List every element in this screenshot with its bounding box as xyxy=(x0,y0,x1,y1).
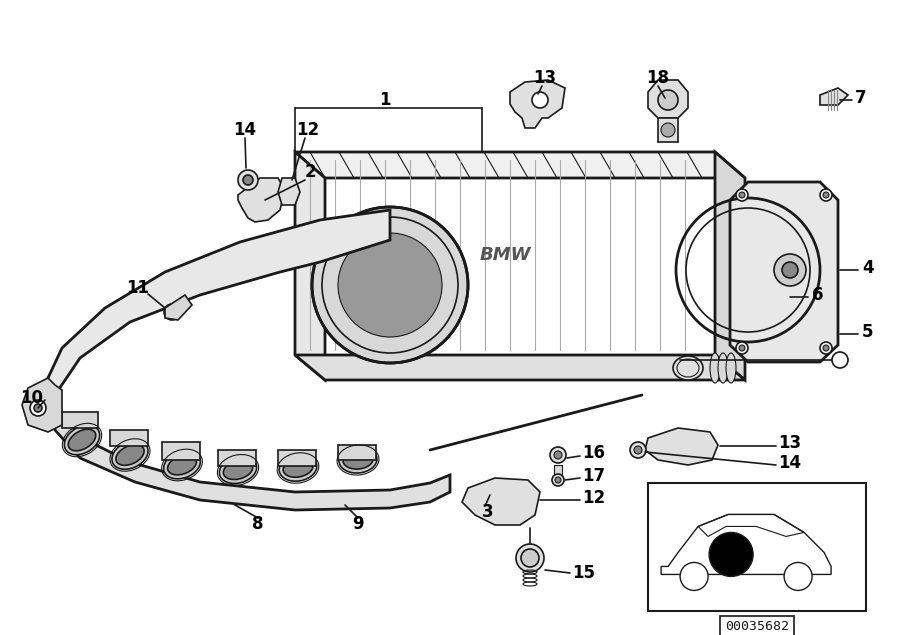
Polygon shape xyxy=(278,178,300,205)
Text: 15: 15 xyxy=(572,564,595,582)
Polygon shape xyxy=(554,465,562,480)
Text: 6: 6 xyxy=(812,286,824,304)
Circle shape xyxy=(736,342,748,354)
Text: 7: 7 xyxy=(855,89,867,107)
Polygon shape xyxy=(22,378,62,432)
Circle shape xyxy=(784,563,812,591)
Circle shape xyxy=(30,400,46,416)
Polygon shape xyxy=(238,178,285,222)
Polygon shape xyxy=(295,152,745,178)
Circle shape xyxy=(661,123,675,137)
Circle shape xyxy=(552,474,564,486)
Polygon shape xyxy=(820,88,848,105)
Text: 12: 12 xyxy=(296,121,320,139)
Text: 2: 2 xyxy=(304,163,316,181)
Ellipse shape xyxy=(710,353,720,383)
Ellipse shape xyxy=(167,455,196,475)
Circle shape xyxy=(736,189,748,201)
Circle shape xyxy=(820,189,832,201)
Polygon shape xyxy=(62,412,98,428)
Ellipse shape xyxy=(673,356,703,380)
Circle shape xyxy=(823,192,829,198)
Circle shape xyxy=(823,345,829,351)
Bar xyxy=(648,483,866,611)
Ellipse shape xyxy=(164,451,201,479)
Ellipse shape xyxy=(116,444,144,465)
Circle shape xyxy=(338,233,442,337)
Text: 5: 5 xyxy=(862,323,874,341)
Text: 12: 12 xyxy=(582,489,605,507)
Circle shape xyxy=(238,170,258,190)
Circle shape xyxy=(832,352,848,368)
Circle shape xyxy=(550,447,566,463)
Circle shape xyxy=(739,345,745,351)
Circle shape xyxy=(243,175,253,185)
Polygon shape xyxy=(110,430,148,446)
Circle shape xyxy=(774,254,806,286)
Text: 9: 9 xyxy=(352,515,364,533)
Text: 3: 3 xyxy=(482,503,494,521)
Ellipse shape xyxy=(68,429,95,451)
Polygon shape xyxy=(658,118,678,142)
Text: 16: 16 xyxy=(582,444,605,462)
Polygon shape xyxy=(162,442,200,460)
Ellipse shape xyxy=(339,447,377,473)
Text: 10: 10 xyxy=(21,389,43,407)
Circle shape xyxy=(554,451,562,459)
Polygon shape xyxy=(462,478,540,525)
Circle shape xyxy=(516,544,544,572)
Circle shape xyxy=(782,262,798,278)
Polygon shape xyxy=(165,295,192,320)
Text: 1: 1 xyxy=(379,91,391,109)
Text: 14: 14 xyxy=(778,454,801,472)
Circle shape xyxy=(164,304,180,320)
Ellipse shape xyxy=(718,353,728,383)
Circle shape xyxy=(168,308,176,316)
Text: 13: 13 xyxy=(778,434,801,452)
Circle shape xyxy=(680,563,708,591)
Ellipse shape xyxy=(220,457,256,483)
Text: 11: 11 xyxy=(127,279,149,297)
Text: 00035682: 00035682 xyxy=(725,620,789,634)
Circle shape xyxy=(634,446,642,454)
Text: 14: 14 xyxy=(233,121,256,139)
Circle shape xyxy=(521,549,539,567)
Polygon shape xyxy=(715,152,745,380)
Polygon shape xyxy=(648,80,688,118)
Circle shape xyxy=(34,404,42,412)
Text: 17: 17 xyxy=(582,467,605,485)
Ellipse shape xyxy=(112,441,148,469)
Text: 8: 8 xyxy=(252,515,264,533)
Ellipse shape xyxy=(279,455,317,481)
Polygon shape xyxy=(645,428,718,465)
Polygon shape xyxy=(48,395,450,510)
Polygon shape xyxy=(218,450,256,466)
Text: 4: 4 xyxy=(862,259,874,277)
Polygon shape xyxy=(295,152,325,380)
Ellipse shape xyxy=(343,451,373,469)
Polygon shape xyxy=(730,182,838,362)
Circle shape xyxy=(709,532,753,577)
Circle shape xyxy=(658,90,678,110)
Text: 13: 13 xyxy=(534,69,556,87)
Text: BMW: BMW xyxy=(479,246,531,264)
Circle shape xyxy=(630,442,646,458)
Polygon shape xyxy=(48,210,390,398)
Circle shape xyxy=(532,92,548,108)
Ellipse shape xyxy=(64,425,100,455)
Circle shape xyxy=(312,207,468,363)
Text: 18: 18 xyxy=(646,69,670,87)
Ellipse shape xyxy=(284,458,313,478)
Polygon shape xyxy=(278,450,316,466)
Ellipse shape xyxy=(223,460,253,479)
Circle shape xyxy=(739,192,745,198)
Ellipse shape xyxy=(726,353,736,383)
Polygon shape xyxy=(510,80,565,128)
Circle shape xyxy=(820,342,832,354)
Polygon shape xyxy=(295,355,745,380)
Polygon shape xyxy=(338,445,376,460)
Circle shape xyxy=(555,477,561,483)
